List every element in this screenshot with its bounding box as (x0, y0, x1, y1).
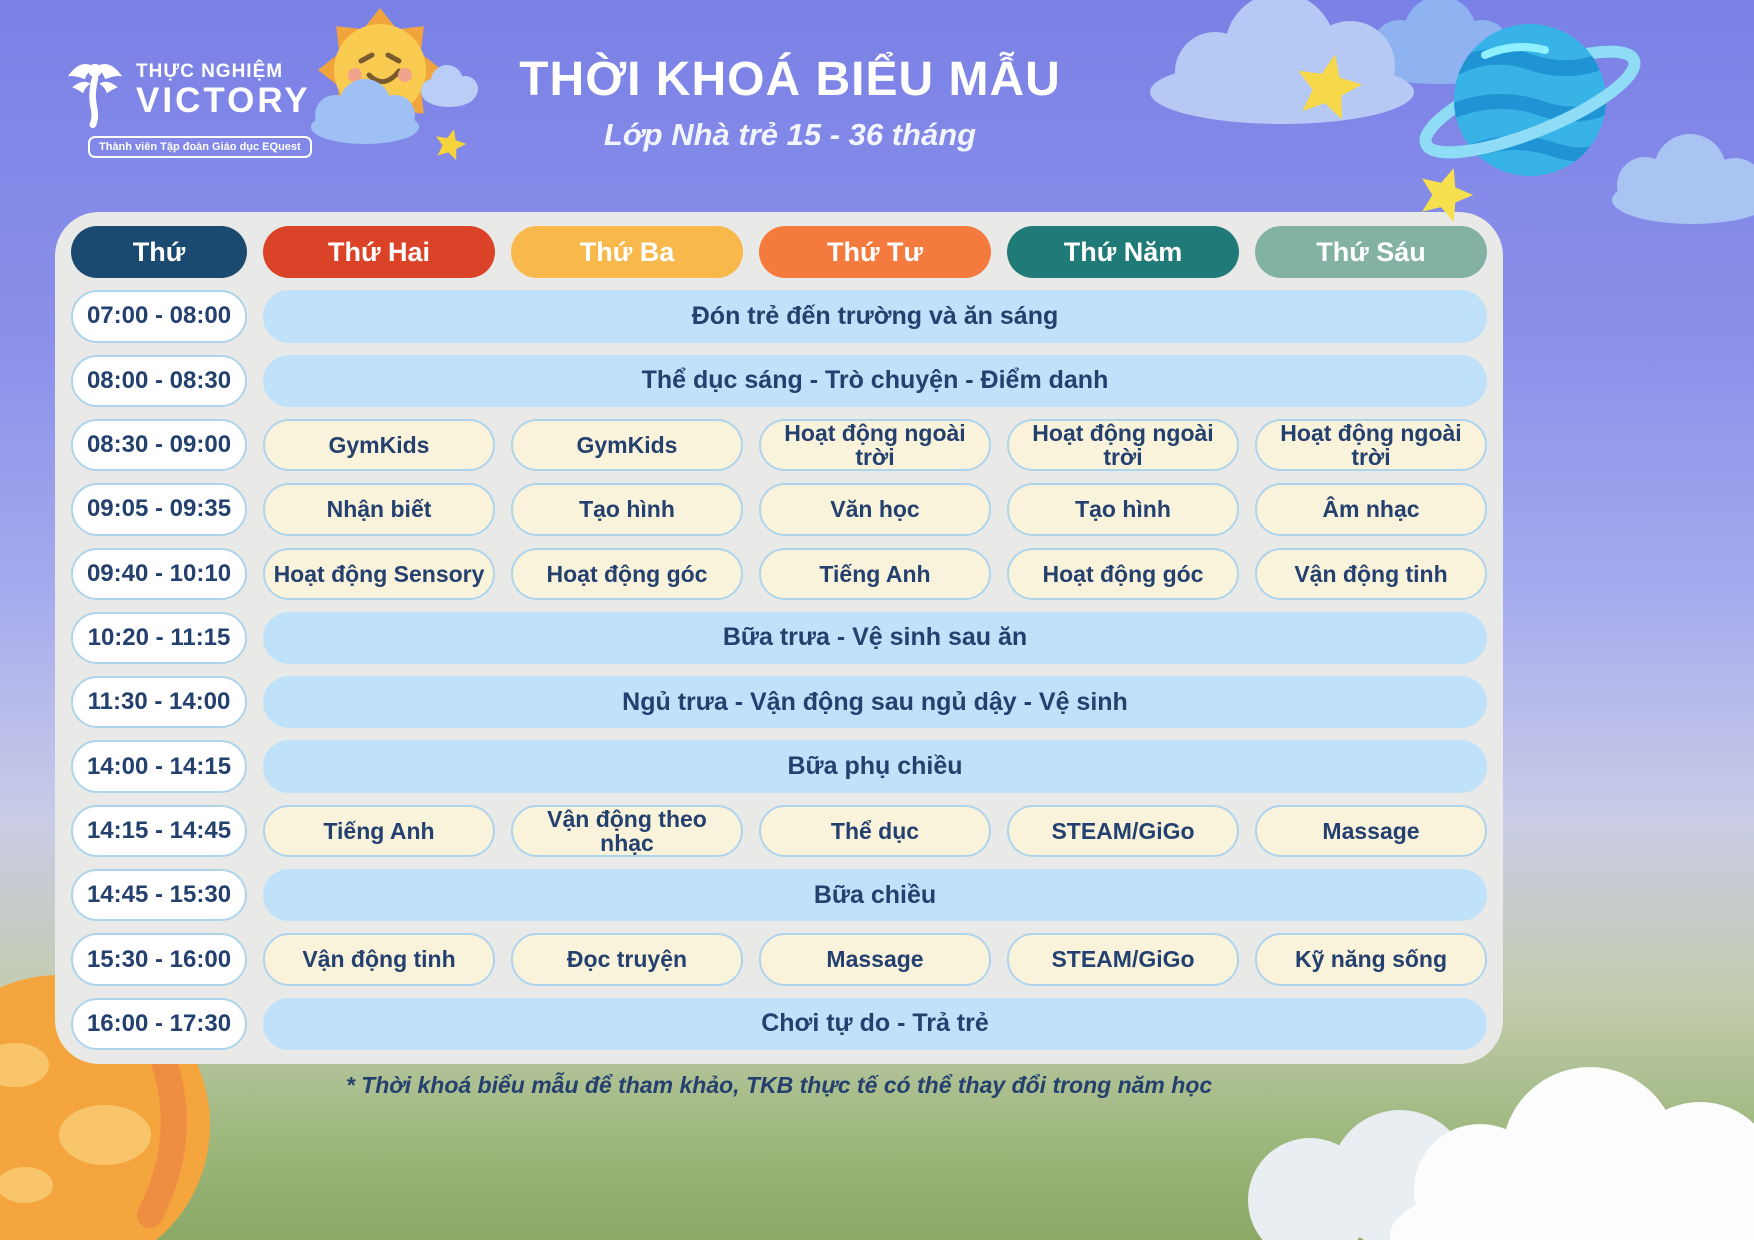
activity-span-cell: Chơi tự do - Trả trẻ (263, 997, 1487, 1050)
logo-winged-figure-icon (67, 63, 123, 129)
time-slot: 14:45 - 15:30 (71, 869, 247, 922)
time-slot: 14:00 - 14:15 (71, 740, 247, 793)
activity-cell: Kỹ năng sống (1255, 933, 1487, 986)
activity-cell: GymKids (263, 418, 495, 472)
activity-cell: Hoạt động ngoài trời (1007, 418, 1239, 472)
page-subtitle: Lớp Nhà trẻ 15 - 36 tháng (603, 117, 977, 152)
logo-tagline: Thành viên Tập đoàn Giáo dục EQuest (88, 136, 312, 158)
activity-cell: STEAM/GiGo (1007, 933, 1239, 986)
activity-cell: GymKids (511, 418, 743, 472)
time-slot: 15:30 - 16:00 (71, 933, 247, 986)
activity-cell: Tạo hình (1007, 483, 1239, 536)
day-header-3: Thứ Tư (759, 226, 991, 279)
activity-cell: Vận động tinh (1255, 547, 1487, 600)
logo-text-line1: THỰC NGHIỆM (136, 61, 284, 83)
activity-cell: Âm nhạc (1255, 483, 1487, 536)
activity-cell: Hoạt động ngoài trời (759, 418, 991, 472)
activity-cell: Nhận biết (263, 483, 495, 536)
activity-cell: Massage (1255, 804, 1487, 858)
activity-cell: STEAM/GiGo (1007, 804, 1239, 858)
time-slot: 14:15 - 14:45 (71, 804, 247, 858)
activity-cell: Hoạt động Sensory (263, 547, 495, 600)
activity-cell: Văn học (759, 483, 991, 536)
activity-span-cell: Bữa phụ chiều (263, 740, 1487, 793)
activity-cell: Hoạt động góc (1007, 547, 1239, 600)
activity-cell: Đọc truyện (511, 933, 743, 986)
day-header-0: Thứ (71, 226, 247, 279)
day-header-5: Thứ Sáu (1255, 226, 1487, 279)
activity-cell: Thể dục (759, 804, 991, 858)
time-slot: 09:05 - 09:35 (71, 483, 247, 536)
logo-text-line2: VICTORY (136, 81, 311, 121)
activity-span-cell: Bữa trưa - Vệ sinh sau ăn (263, 611, 1487, 665)
day-header-2: Thứ Ba (511, 226, 743, 279)
time-slot: 07:00 - 08:00 (71, 290, 247, 343)
footer-note: * Thời khoá biểu mẫu để tham khảo, TKB t… (345, 1072, 1213, 1098)
star-icon (1290, 47, 1368, 123)
activity-cell: Hoạt động ngoài trời (1255, 418, 1487, 472)
schedule-table: Thứ Thứ Hai Thứ Ba Thứ Tư Thứ Năm Thứ Sáu 07:0… (55, 212, 1503, 1064)
page-title: THỜI KHOÁ BIỂU MẪU (519, 53, 1061, 106)
activity-cell: Tiếng Anh (759, 547, 991, 600)
activity-cell: Massage (759, 933, 991, 986)
activity-span-cell: Ngủ trưa - Vận động sau ngủ dậy - Vệ sin… (263, 676, 1487, 729)
time-slot: 11:30 - 14:00 (71, 676, 247, 729)
activity-cell: Vận động tinh (263, 933, 495, 986)
activity-cell: Tạo hình (511, 483, 743, 536)
day-header-1: Thứ Hai (263, 226, 495, 279)
time-slot: 16:00 - 17:30 (71, 997, 247, 1050)
time-slot: 08:30 - 09:00 (71, 418, 247, 472)
activity-span-cell: Đón trẻ đến trường và ăn sáng (263, 290, 1487, 343)
activity-cell: Tiếng Anh (263, 804, 495, 858)
activity-span-cell: Bữa chiều (263, 869, 1487, 922)
day-header-4: Thứ Năm (1007, 226, 1239, 279)
bottom-clouds-icon (1248, 1067, 1754, 1240)
time-slot: 10:20 - 11:15 (71, 611, 247, 665)
school-logo: THỰC NGHIỆM VICTORY Thành viên Tập đoàn … (62, 52, 312, 158)
activity-span-cell: Thể dục sáng - Trò chuyện - Điểm danh (263, 354, 1487, 407)
time-slot: 09:40 - 10:10 (71, 547, 247, 600)
time-slot: 08:00 - 08:30 (71, 354, 247, 407)
activity-cell: Hoạt động góc (511, 547, 743, 600)
header: THỜI KHOÁ BIỂU MẪU Lớp Nhà trẻ 15 - 36 t… (430, 52, 1150, 153)
activity-cell: Vận động theo nhạc (511, 804, 743, 858)
